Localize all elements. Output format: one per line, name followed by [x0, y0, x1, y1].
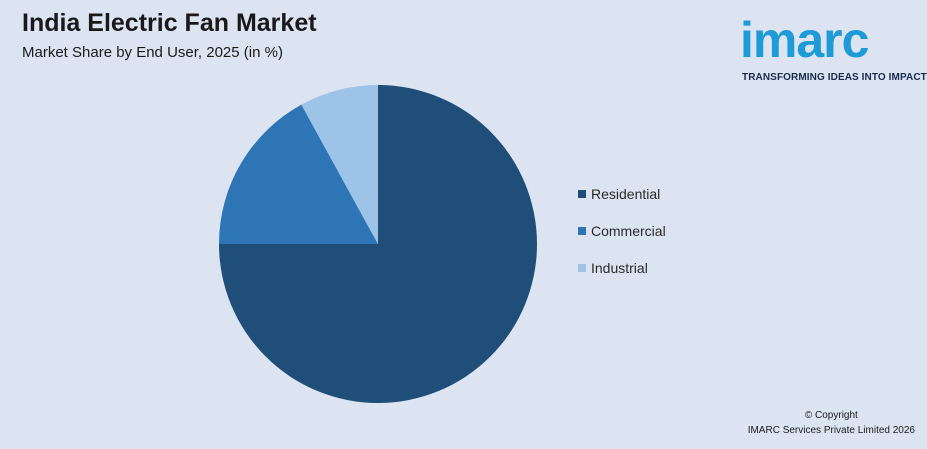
legend-item-industrial: Industrial [578, 258, 666, 277]
copyright-notice: © Copyright IMARC Services Private Limit… [748, 408, 915, 438]
legend-label-commercial: Commercial [591, 222, 666, 239]
legend-swatch-residential [578, 189, 586, 198]
chart-subtitle: Market Share by End User, 2025 (in %) [22, 44, 283, 61]
legend-label-residential: Residential [591, 185, 661, 202]
legend-label-industrial: Industrial [591, 259, 648, 276]
legend-item-residential: Residential [578, 184, 666, 203]
chart-title: India Electric Fan Market [22, 9, 317, 37]
legend-item-commercial: Commercial [578, 221, 666, 240]
logo-wordmark: imarc [740, 12, 869, 68]
pie-slice-industrial [301, 85, 378, 244]
logo-tagline: TRANSFORMING IDEAS INTO IMPACT [742, 72, 927, 83]
copyright-company: IMARC Services Private Limited 2026 [747, 425, 915, 436]
imarc-logo: imarc TRANSFORMING IDEAS INTO IMPACT [740, 8, 927, 88]
copyright-line: © Copyright [804, 410, 858, 421]
chart-legend: Residential Commercial Industrial [578, 184, 666, 295]
legend-swatch-industrial [578, 263, 586, 272]
pie-slice-commercial [219, 104, 378, 244]
pie-chart [219, 85, 537, 403]
legend-swatch-commercial [578, 226, 586, 235]
